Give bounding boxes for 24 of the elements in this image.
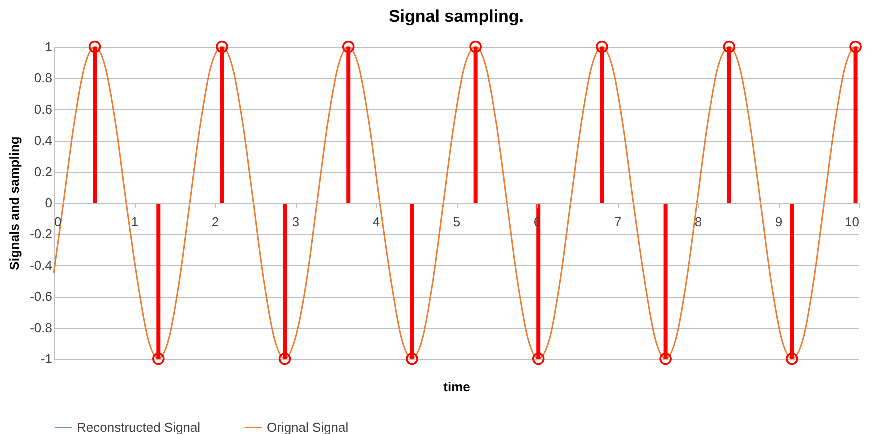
x-tick-label: 2 [212, 214, 220, 230]
chart-title: Signal sampling. [388, 7, 524, 26]
x-axis-title: time [444, 380, 470, 394]
y-tick-label: -0.4 [30, 258, 52, 273]
y-tick-label: -0.6 [30, 289, 52, 304]
x-tick-label: 7 [614, 214, 622, 230]
y-tick-label: 0.4 [34, 133, 52, 148]
y-tick-label: 0.8 [34, 70, 52, 86]
x-tick-label: 8 [694, 214, 702, 230]
y-tick-label: 0.6 [34, 102, 52, 117]
x-tick-label: 3 [292, 214, 300, 230]
y-axis-title: Signals and sampling [7, 136, 22, 270]
x-tick-label: 4 [372, 214, 380, 230]
y-tick-label: 0 [45, 196, 52, 210]
y-tick-label: 1 [45, 40, 52, 54]
x-tick-label: 10 [845, 214, 860, 230]
y-tick-label: 0.2 [34, 164, 52, 180]
x-tick-label: 5 [453, 214, 461, 230]
x-tick-label: 9 [775, 214, 783, 230]
line-series [53, 46, 860, 360]
y-tick-label: -0.2 [30, 226, 52, 242]
y-tick-label: -0.8 [30, 320, 52, 336]
y-tick-label: -1 [40, 352, 52, 366]
x-tick-label: 1 [131, 214, 139, 230]
